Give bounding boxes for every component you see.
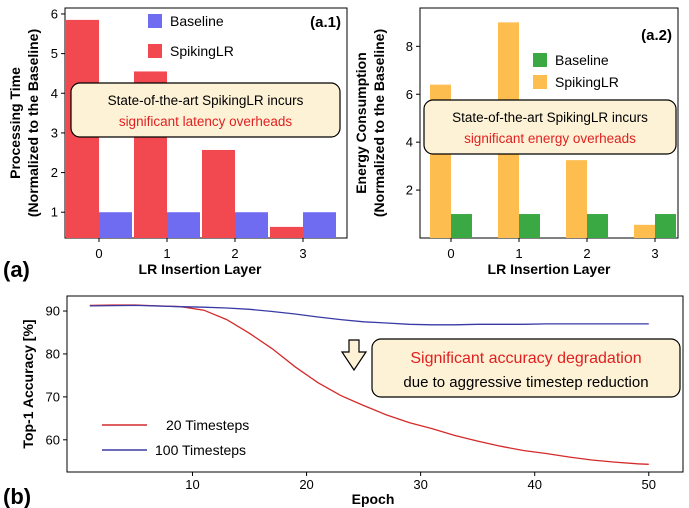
panel-label-a: (a) (3, 257, 30, 282)
chart-a1-annotation-line1: State-of-the-art SpikingLR incurs (108, 93, 304, 108)
chart-a2-ytick-label-6: 6 (406, 87, 413, 102)
chart-a1-bar-spikinglr-2 (202, 149, 235, 238)
chart-a2-xtick-label-1: 1 (515, 246, 522, 261)
chart-a1-xtick-label-0: 0 (95, 246, 102, 261)
chart-a1-annotation-box (70, 82, 341, 138)
chart-a1-bar-baseline-0 (99, 212, 132, 238)
chart-a2-ytick-label-8: 8 (406, 39, 413, 54)
chart-b-xtick-label-30: 30 (413, 477, 427, 492)
chart-a2-plot-frame (419, 7, 679, 239)
chart-a2-xtick-label-0: 0 (447, 246, 454, 261)
chart-b-ytick-label-80: 80 (46, 346, 60, 361)
chart-b-xtick-label-10: 10 (185, 477, 199, 492)
chart-b-line-100-timesteps (89, 304, 649, 326)
chart-a1-xtick-label-3: 3 (299, 246, 306, 261)
chart-a1-xtick-label-1: 1 (163, 246, 170, 261)
chart-a2-bar-baseline-3 (655, 214, 676, 238)
chart-b-annotation-line2: due to aggressive timestep reduction (403, 374, 648, 391)
chart-a1-legend-swatch-spikinglr (148, 44, 162, 58)
chart-a2-x-ticks: 0 1 2 3 (447, 238, 659, 261)
chart-a1-ytick-label-2: 2 (51, 165, 58, 180)
chart-a2-legend-baseline: Baseline (555, 52, 609, 68)
chart-a2-annotation-line2: significant energy overheads (464, 131, 636, 146)
chart-a1-ytick-label-1: 1 (51, 205, 58, 220)
chart-a1-ylabel-line1: Processing Time (7, 67, 23, 179)
chart-b-annotation-line1: Significant accuracy degradation (410, 350, 641, 367)
chart-a2-ylabel-line2: (Normalized to the Baseline) (371, 29, 387, 217)
chart-a2: 2 4 6 8 0 1 2 3 (a.2) Baseline SpikingLR State… (353, 7, 679, 277)
chart-a2-xtick-label-3: 3 (651, 246, 658, 261)
chart-a2-bar-baseline-1 (519, 214, 540, 238)
chart-b-xtick-label-50: 50 (642, 477, 656, 492)
chart-b-x-ticks: 10 20 30 40 50 (185, 472, 656, 492)
chart-a1-ytick-label-6: 6 (51, 6, 58, 21)
chart-a1-bar-spikinglr-3 (270, 226, 303, 238)
chart-a2-annotation-box (423, 99, 677, 155)
chart-a1-xlabel: LR Insertion Layer (139, 261, 262, 277)
panel-label-b: (b) (3, 484, 31, 508)
chart-b-legend-100-timesteps: 100 Timesteps (155, 442, 246, 458)
chart-a1-y-ticks: 1 2 3 4 5 6 (51, 6, 65, 220)
chart-a2-legend-spikinglr: SpikingLR (555, 74, 619, 90)
chart-b-xtick-label-20: 20 (299, 477, 313, 492)
chart-b-ytick-label-70: 70 (46, 389, 60, 404)
chart-a1-annotation-line2: significant latency overheads (119, 114, 293, 129)
chart-a2-y-ticks: 2 4 6 8 (406, 39, 420, 198)
chart-a1-xtick-label-2: 2 (231, 246, 238, 261)
chart-a2-xtick-label-2: 2 (583, 246, 590, 261)
chart-b-annotation-box (371, 338, 681, 398)
down-arrow-icon (340, 339, 368, 372)
chart-b-ylabel: Top-1 Accuracy [%] (20, 319, 36, 448)
chart-b-ytick-label-60: 60 (46, 432, 60, 447)
chart-a2-xlabel: LR Insertion Layer (488, 261, 611, 277)
chart-a2-bar-baseline-0 (451, 214, 472, 238)
chart-a1-ytick-label-5: 5 (51, 46, 58, 61)
chart-b-legend-20-timesteps: 20 Timesteps (166, 417, 249, 433)
chart-b-plot-frame (66, 295, 684, 473)
chart-a1-panel-label: (a.1) (310, 14, 341, 31)
chart-a2-annotation-line1: State-of-the-art SpikingLR incurs (452, 110, 648, 125)
chart-a1-ytick-label-4: 4 (51, 86, 58, 101)
chart-a2-bar-baseline-2 (587, 214, 608, 238)
chart-a1-bar-baseline-2 (235, 212, 268, 238)
chart-b-lines (89, 304, 649, 465)
chart-a2-ylabel-line1: Energy Consumption (353, 52, 369, 194)
chart-b: 60 70 80 90 10 20 30 40 50 20 Timesteps 100 Tim… (20, 295, 684, 507)
chart-a2-legend-swatch-spikinglr (533, 75, 547, 89)
chart-a2-ytick-label-2: 2 (406, 183, 413, 198)
chart-b-xtick-label-40: 40 (527, 477, 541, 492)
chart-a1-ytick-label-3: 3 (51, 125, 58, 140)
chart-a2-legend-swatch-baseline (533, 53, 547, 67)
chart-a2-bar-spikinglr-2 (566, 160, 587, 238)
chart-a1-legend-baseline: Baseline (170, 13, 224, 29)
chart-b-ytick-label-90: 90 (46, 304, 60, 319)
chart-a2-panel-label: (a.2) (641, 27, 672, 44)
chart-b-y-ticks: 60 70 80 90 (46, 304, 67, 447)
chart-a1-legend-swatch-baseline (148, 14, 162, 28)
chart-a1-bar-baseline-1 (167, 212, 200, 238)
chart-a2-bar-spikinglr-3 (634, 224, 655, 238)
chart-a2-ytick-label-4: 4 (406, 135, 413, 150)
chart-a1-x-ticks: 0 1 2 3 (95, 238, 307, 261)
chart-a1-bar-baseline-3 (303, 212, 336, 238)
chart-b-xlabel: Epoch (352, 491, 395, 507)
chart-a1-ylabel-line2: (Normalized to the Baseline) (25, 29, 41, 217)
chart-a1: 1 2 3 4 5 6 0 1 2 3 (a.1) Baseline SpikingLR Sta… (7, 6, 348, 277)
chart-a1-legend-spikinglr: SpikingLR (170, 43, 234, 59)
